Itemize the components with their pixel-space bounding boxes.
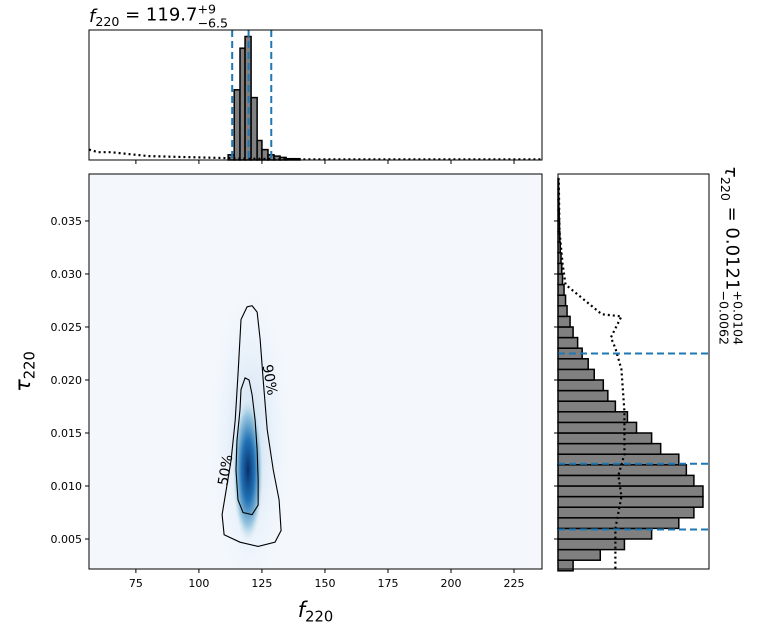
- x-tick-label: 150: [314, 577, 335, 590]
- bar: [557, 326, 574, 339]
- title-symbol: τ: [720, 166, 741, 177]
- bar: [557, 517, 680, 530]
- x-tick-label: 225: [504, 577, 525, 590]
- title-symbol: f: [89, 6, 98, 27]
- panel-title: f220 = 119.7+9 −6.5: [89, 1, 228, 30]
- bar: [557, 294, 567, 307]
- x-tick-label: 200: [440, 577, 461, 590]
- label-symbol: f: [298, 598, 309, 622]
- title-text: = 0.0121: [722, 201, 743, 291]
- bar: [557, 305, 568, 318]
- y-tick-label: 0.010: [51, 480, 83, 493]
- contour-line: [235, 377, 259, 516]
- bar: [557, 368, 595, 381]
- bar: [233, 89, 241, 161]
- label-symbol: τ: [11, 379, 35, 392]
- x-tick-label: 125: [251, 577, 272, 590]
- x-tick-label: 100: [188, 577, 209, 590]
- axis-label: f220: [298, 598, 333, 625]
- bar: [557, 495, 704, 508]
- bar: [557, 262, 563, 275]
- axis-label: τ220: [11, 351, 38, 392]
- title-upper: +0.0104: [731, 290, 746, 345]
- axes-frame: [88, 29, 543, 161]
- y-tick-label: 0.025: [51, 321, 83, 334]
- label-subscript: 220: [21, 351, 38, 379]
- title-subscript: 220: [95, 14, 119, 29]
- label-subscript: 220: [305, 608, 333, 625]
- title-lower: −0.0062: [717, 290, 732, 345]
- bar: [239, 47, 246, 161]
- bar: [557, 548, 602, 561]
- panel-title: τ220 = 0.0121+0.0104−0.0062: [717, 166, 746, 345]
- bar: [557, 506, 695, 519]
- title-text: = 119.7: [119, 4, 197, 25]
- y-tick-label: 0.035: [51, 215, 83, 228]
- contour-label: 90%: [259, 363, 280, 396]
- title-subscript: 220: [718, 177, 733, 201]
- bar: [557, 400, 617, 413]
- density: [205, 270, 295, 569]
- bar: [557, 283, 565, 296]
- title-lower: −6.5: [197, 15, 228, 30]
- bar: [557, 336, 579, 349]
- bar: [557, 379, 605, 392]
- bar: [557, 474, 695, 487]
- title-upper: +9: [197, 1, 216, 16]
- axes-frame: [88, 173, 543, 570]
- y-tick-label: 0.030: [51, 268, 83, 281]
- y-tick-label: 0.005: [51, 533, 83, 546]
- density-core: [232, 395, 264, 545]
- contour-label: 50%: [215, 453, 236, 486]
- bar: [557, 485, 704, 498]
- prior-line: [88, 148, 542, 161]
- contour-line: [221, 305, 282, 547]
- bar: [557, 442, 662, 455]
- y-tick-label: 0.015: [51, 427, 83, 440]
- bar: [250, 96, 258, 161]
- bar: [557, 273, 564, 286]
- bar: [557, 389, 609, 402]
- bar: [557, 411, 629, 424]
- x-tick-label: 175: [377, 577, 398, 590]
- y-tick-label: 0.020: [51, 374, 83, 387]
- bar: [557, 464, 688, 477]
- bar: [557, 358, 589, 371]
- axes-frame: [557, 173, 710, 570]
- x-tick-label: 75: [129, 577, 143, 590]
- density-background: [89, 174, 542, 569]
- bar: [557, 432, 653, 445]
- bar: [557, 315, 571, 328]
